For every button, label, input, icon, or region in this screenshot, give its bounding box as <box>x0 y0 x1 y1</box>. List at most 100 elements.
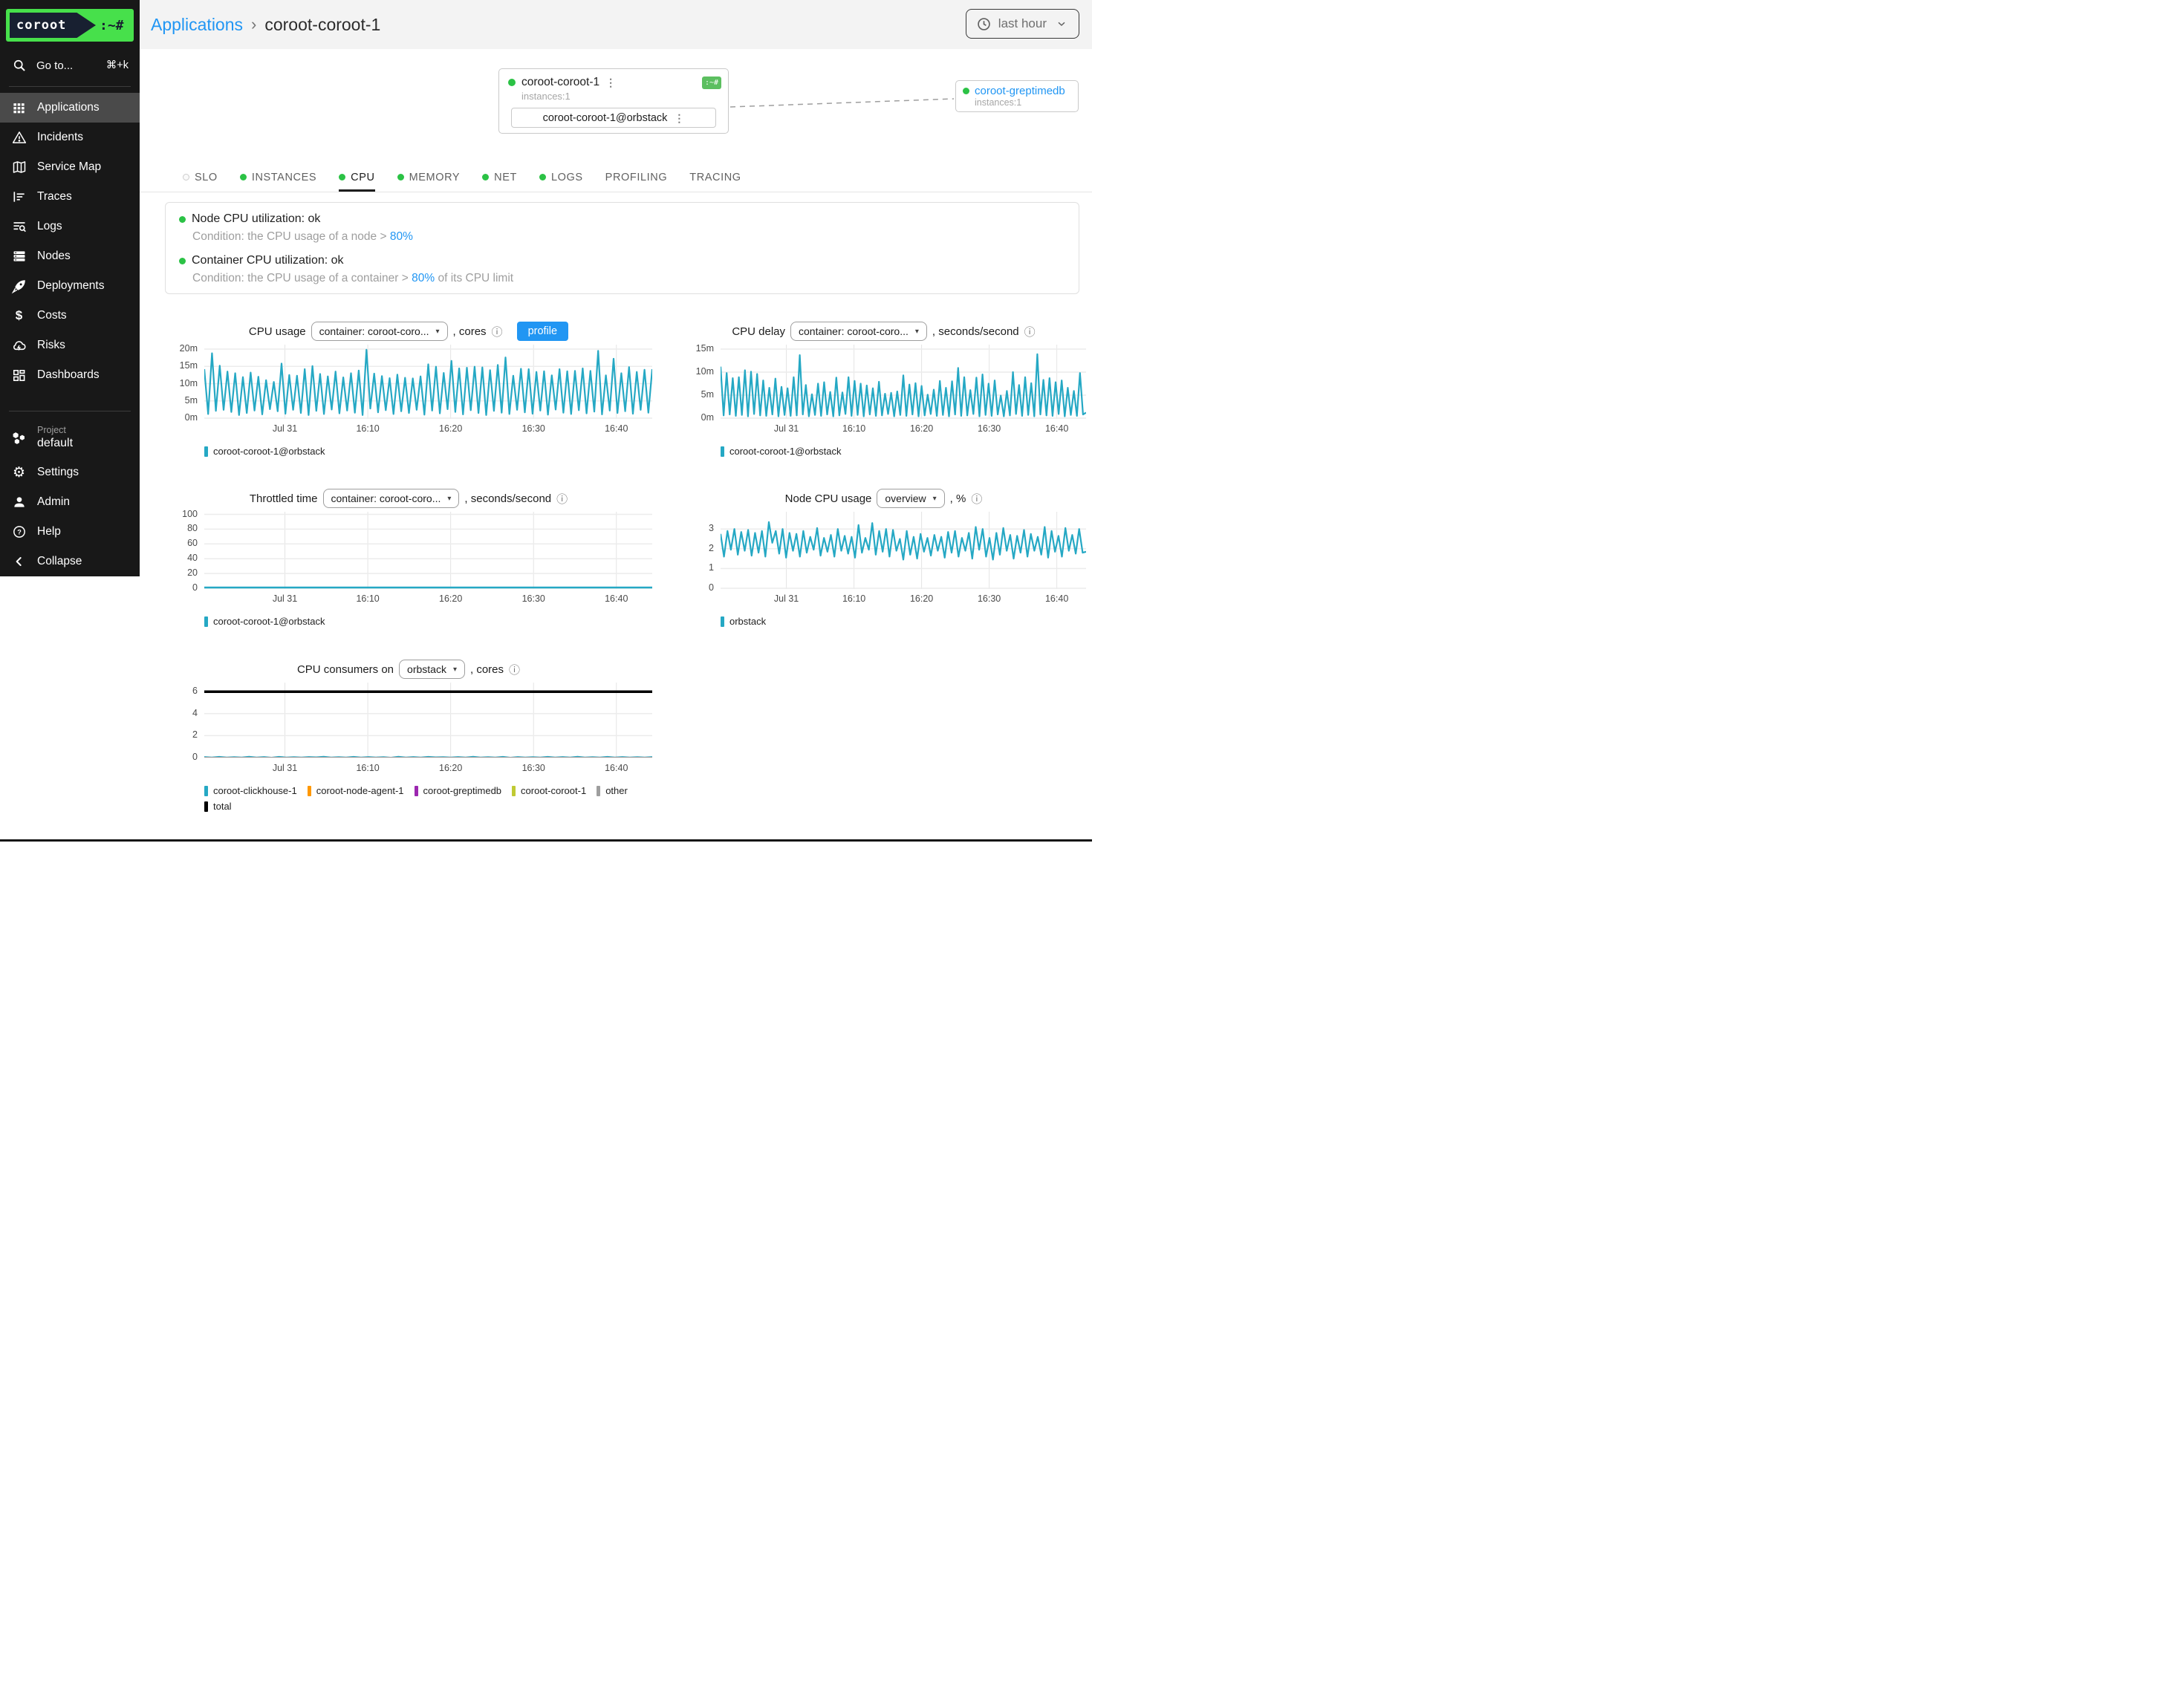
chart-selector-dropdown[interactable]: container: coroot-coro... ▾ <box>322 489 460 508</box>
chart-throttled-time: Throttled time container: coroot-coro... ▾… <box>165 488 652 627</box>
window-bottom-edge <box>0 839 1092 842</box>
sidebar-item-applications[interactable]: Applications <box>0 93 140 123</box>
logo-suffix: :~# <box>100 17 124 33</box>
breadcrumb-current-page: coroot-coroot-1 <box>264 14 381 34</box>
person-icon <box>11 495 27 510</box>
info-icon[interactable]: ⓘ <box>556 492 568 506</box>
chart-cpu-delay: CPU delay container: coroot-coro... ▾ , sec… <box>681 321 1087 457</box>
chart-title: CPU usage <box>248 325 306 338</box>
sidebar-item-service-map[interactable]: Service Map <box>0 152 140 182</box>
y-tick-label: 0 <box>192 752 198 762</box>
chart-selector-dropdown[interactable]: orbstack ▾ <box>399 660 465 679</box>
sidebar-item-label: Dashboards <box>37 368 100 381</box>
y-tick-label: 10m <box>179 377 198 388</box>
legend-label: other <box>605 785 628 796</box>
legend-item-coroot-coroot-1@orbstack[interactable]: coroot-coroot-1@orbstack <box>204 616 325 627</box>
check-threshold-link[interactable]: 80% <box>389 230 413 243</box>
app-link[interactable]: coroot-greptimedb <box>975 85 1065 97</box>
collapse-icon <box>11 554 27 570</box>
sidebar-item-costs[interactable]: $ Costs <box>0 301 140 331</box>
sidebar-item-settings[interactable]: ⚙ Settings <box>0 458 140 487</box>
caret-down-icon: ▾ <box>435 327 440 336</box>
legend-item-orbstack[interactable]: orbstack <box>721 616 766 627</box>
warning-icon <box>11 130 27 146</box>
tab-label: CPU <box>351 171 375 183</box>
sidebar-item-help[interactable]: ? Help <box>0 517 140 547</box>
top-header-bar <box>0 0 1092 49</box>
sidebar-item-nodes[interactable]: Nodes <box>0 241 140 271</box>
tab-status-dot-ok <box>339 174 346 180</box>
time-range-picker[interactable]: last hour <box>965 9 1079 39</box>
legend-item-coroot-coroot-1@orbstack[interactable]: coroot-coroot-1@orbstack <box>721 446 841 457</box>
info-icon[interactable]: ⓘ <box>491 325 503 339</box>
tab-cpu[interactable]: CPU <box>339 165 375 192</box>
sidebar-project-selector[interactable]: Project default <box>0 417 140 455</box>
chart-series-orbstack <box>719 521 1087 561</box>
sidebar-item-dashboards[interactable]: Dashboards <box>0 360 140 390</box>
tab-instances[interactable]: INSTANCES <box>239 165 316 192</box>
tab-status-dot-ok <box>539 174 546 180</box>
coroot-logo[interactable]: coroot :~# <box>6 9 134 42</box>
sidebar-item-label: Traces <box>37 190 72 203</box>
tab-label: NET <box>494 171 517 183</box>
sidebar-item-deployments[interactable]: Deployments <box>0 271 140 301</box>
sidebar-item-logs[interactable]: Logs <box>0 212 140 241</box>
info-icon[interactable]: ⓘ <box>509 663 521 677</box>
tab-tracing[interactable]: TRACING <box>689 165 741 192</box>
sidebar-item-label: Help <box>37 525 61 538</box>
x-tick-label: 16:10 <box>356 423 380 434</box>
legend-item-other[interactable]: other <box>597 785 628 796</box>
legend-item-coroot-node-agent-1[interactable]: coroot-node-agent-1 <box>307 785 404 796</box>
legend-item-coroot-coroot-1[interactable]: coroot-coroot-1 <box>512 785 586 796</box>
tab-logs[interactable]: LOGS <box>539 165 583 192</box>
tab-net[interactable]: NET <box>482 165 517 192</box>
y-tick-label: 20m <box>179 343 198 354</box>
sidebar-item-risks[interactable]: Risks <box>0 331 140 360</box>
chevron-down-icon <box>1053 16 1069 32</box>
app-card-coroot-greptimedb[interactable]: coroot-greptimedb instances:1 <box>955 80 1079 112</box>
tab-memory[interactable]: MEMORY <box>397 165 461 192</box>
nodes-icon <box>11 249 27 264</box>
sidebar-item-label: Service Map <box>37 160 102 173</box>
chart-selector-value: container: coroot-coro... <box>319 325 429 337</box>
check-threshold-link[interactable]: 80% <box>412 272 435 284</box>
legend-item-coroot-greptimedb[interactable]: coroot-greptimedb <box>414 785 501 796</box>
sidebar-item-label: Applications <box>37 101 100 114</box>
chart-cpu-consumers: CPU consumers on orbstack ▾ , cores ⓘ 0 2 4 6 Jul… <box>165 659 652 812</box>
legend-label: coroot-clickhouse-1 <box>213 785 297 796</box>
chart-selector-dropdown[interactable]: container: coroot-coro... ▾ <box>790 322 927 341</box>
caret-down-icon: ▾ <box>447 494 452 503</box>
y-tick-label: 5m <box>184 394 198 406</box>
goto-search[interactable]: Go to... ⌘+k <box>0 51 140 80</box>
legend-color-chip <box>721 616 724 627</box>
legend-item-total[interactable]: total <box>204 801 232 812</box>
profile-button[interactable]: profile <box>516 322 569 341</box>
info-icon[interactable]: ⓘ <box>1024 325 1036 339</box>
kebab-menu-icon[interactable]: ⋮ <box>605 77 617 88</box>
chart-selector-dropdown[interactable]: overview ▾ <box>877 489 945 508</box>
chart-unit-label: , seconds/second <box>464 492 552 505</box>
chart-selector-dropdown[interactable]: container: coroot-coro... ▾ <box>311 322 448 341</box>
sidebar-item-incidents[interactable]: Incidents <box>0 123 140 152</box>
sidebar-item-collapse[interactable]: Collapse <box>0 547 140 576</box>
sidebar-item-label: Costs <box>37 309 67 322</box>
chart-selector-value: overview <box>885 492 926 504</box>
instance-chip[interactable]: coroot-coroot-1@orbstack ⋮ <box>511 108 716 128</box>
breadcrumb-applications-link[interactable]: Applications <box>151 14 244 34</box>
x-tick-label: Jul 31 <box>773 423 799 434</box>
chart-title: CPU delay <box>732 325 786 338</box>
kebab-menu-icon[interactable]: ⋮ <box>674 111 685 124</box>
sidebar-item-admin[interactable]: Admin <box>0 487 140 517</box>
tab-slo[interactable]: SLO <box>183 165 218 192</box>
sidebar-item-traces[interactable]: Traces <box>0 182 140 212</box>
service-dependency-edge <box>729 98 955 108</box>
legend-color-chip <box>204 785 208 796</box>
tab-profiling[interactable]: PROFILING <box>605 165 668 192</box>
chart-series-coroot-coroot-1@orbstack <box>203 348 654 416</box>
y-tick-label: 5m <box>701 389 714 400</box>
x-tick-label: 16:10 <box>842 593 866 604</box>
legend-item-coroot-coroot-1@orbstack[interactable]: coroot-coroot-1@orbstack <box>204 446 325 457</box>
legend-item-coroot-clickhouse-1[interactable]: coroot-clickhouse-1 <box>204 785 297 796</box>
instances-count: instances:1 <box>521 91 571 102</box>
info-icon[interactable]: ⓘ <box>971 492 983 506</box>
